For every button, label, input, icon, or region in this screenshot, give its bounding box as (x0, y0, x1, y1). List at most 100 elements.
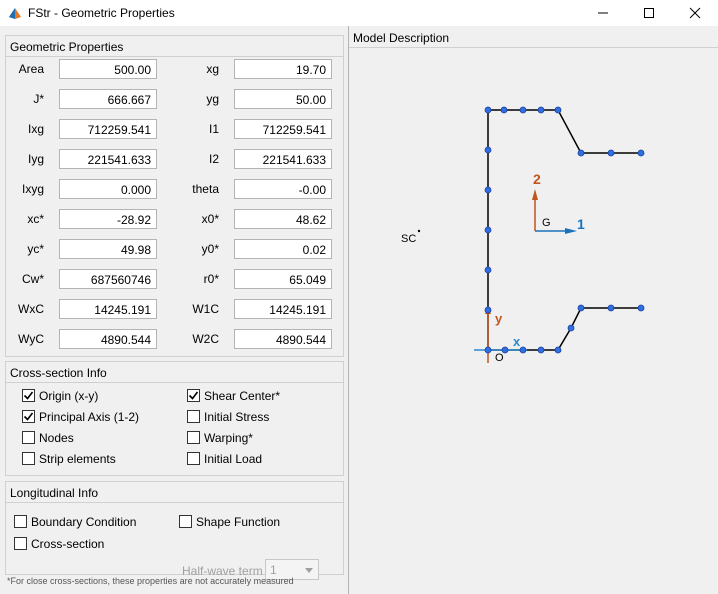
close-icon (689, 7, 701, 19)
property-label: Ixyg (21, 182, 44, 196)
cross-section-info-group: Cross-section Info Origin (x-y) Principa… (5, 361, 344, 476)
checkbox-box[interactable] (187, 431, 200, 444)
property-label: Iyg (27, 152, 44, 166)
checkbox-box[interactable] (14, 515, 27, 528)
section-top-flange (488, 109, 641, 154)
title-bar: FStr - Geometric Properties (0, 0, 718, 26)
property-value-field[interactable]: 19.70 (234, 59, 332, 79)
node (554, 106, 562, 114)
window-title: FStr - Geometric Properties (28, 6, 175, 20)
panel-divider (348, 26, 349, 594)
property-value-field[interactable]: 48.62 (234, 209, 332, 229)
checkbox-label: Boundary Condition (31, 515, 137, 529)
property-label: I1 (208, 122, 219, 136)
checkbox-box[interactable] (22, 410, 35, 423)
checkmark-icon (188, 391, 199, 400)
property-label: theta (192, 182, 219, 196)
property-value-field[interactable]: 49.98 (59, 239, 157, 259)
property-label: W2C (192, 332, 219, 346)
property-value-field[interactable]: 687560746 (59, 269, 157, 289)
node (577, 304, 585, 312)
property-value-field[interactable]: 500.00 (59, 59, 157, 79)
checkbox-label: Origin (x-y) (39, 389, 99, 403)
half-wave-term-label: Half-wave term (182, 564, 263, 578)
node (484, 226, 492, 234)
node (484, 186, 492, 194)
checkbox-box[interactable] (14, 537, 27, 550)
property-value-field[interactable]: 50.00 (234, 89, 332, 109)
property-value-field[interactable]: 712259.541 (234, 119, 332, 139)
property-value-field[interactable]: 221541.633 (59, 149, 157, 169)
node (519, 346, 527, 354)
node-markers (484, 106, 645, 354)
checkbox-box[interactable] (179, 515, 192, 528)
node (500, 106, 508, 114)
property-value-field[interactable]: -28.92 (59, 209, 157, 229)
model-description-panel: Model Description y x O 1 2 G SC (349, 26, 718, 594)
node (484, 306, 492, 314)
property-value-field[interactable]: -0.00 (234, 179, 332, 199)
half-wave-term-select[interactable]: 1 (265, 559, 319, 580)
model-separator (349, 47, 718, 48)
y-axis-label: y (495, 311, 503, 326)
property-value-field[interactable]: 0.02 (234, 239, 332, 259)
close-button[interactable] (672, 0, 718, 26)
checkbox-box[interactable] (187, 389, 200, 402)
checkbox-box[interactable] (187, 452, 200, 465)
checkbox-box[interactable] (22, 452, 35, 465)
checkbox-label: Shear Center* (204, 389, 281, 403)
property-label: x0* (201, 212, 219, 226)
property-label: y0* (201, 242, 219, 256)
checkbox-label: Initial Stress (204, 410, 270, 424)
node (554, 346, 562, 354)
longitudinal-info-title: Longitudinal Info (10, 486, 99, 500)
model-canvas: y x O 1 2 G SC (401, 106, 645, 364)
model-description-title: Model Description (353, 31, 450, 45)
checkmark-icon (23, 412, 34, 421)
property-value-field[interactable]: 0.000 (59, 179, 157, 199)
node (484, 106, 492, 114)
checkbox-box[interactable] (187, 410, 200, 423)
principal-axis-1-arrow (565, 228, 577, 234)
checkbox-box[interactable] (22, 431, 35, 444)
maximize-button[interactable] (626, 0, 672, 26)
property-value-field[interactable]: 65.049 (234, 269, 332, 289)
property-label: J* (33, 92, 44, 106)
property-value-field[interactable]: 4890.544 (234, 329, 332, 349)
left-panel: Geometric Properties Area 500.00 J* 666.6… (0, 26, 348, 594)
property-value-field[interactable]: 4890.544 (59, 329, 157, 349)
chevron-down-icon (305, 568, 313, 573)
shear-center-marker (417, 229, 421, 233)
half-wave-term-value: 1 (270, 563, 277, 577)
group-separator (6, 382, 343, 383)
property-value-field[interactable]: 14245.191 (59, 299, 157, 319)
property-label: Ixg (27, 122, 44, 136)
node (519, 106, 527, 114)
checkbox-label: Principal Axis (1-2) (39, 410, 140, 424)
minimize-button[interactable] (580, 0, 626, 26)
maximize-icon (644, 8, 654, 18)
node (484, 346, 492, 354)
property-value-field[interactable]: 712259.541 (59, 119, 157, 139)
matlab-app-icon (9, 8, 21, 19)
principal-axis-2-arrow (532, 189, 538, 200)
x-axis-label: x (513, 334, 521, 349)
property-label: r0* (203, 272, 219, 286)
checkbox-box[interactable] (22, 389, 35, 402)
property-value-field[interactable]: 221541.633 (234, 149, 332, 169)
minimize-icon (598, 12, 608, 14)
property-value-field[interactable]: 666.667 (59, 89, 157, 109)
property-label: xc* (27, 212, 44, 226)
checkbox-label: Nodes (39, 431, 74, 445)
property-label: Cw* (21, 272, 44, 286)
property-value-field[interactable]: 14245.191 (234, 299, 332, 319)
property-label: I2 (208, 152, 219, 166)
checkmark-icon (23, 391, 34, 400)
checkbox-label: Shape Function (196, 515, 281, 529)
centroid-label: G (542, 217, 551, 229)
node (537, 106, 545, 114)
node (567, 324, 575, 332)
geometric-properties-title: Geometric Properties (10, 40, 124, 54)
footnote: *For close cross-sections, these propert… (7, 576, 294, 586)
node (484, 266, 492, 274)
